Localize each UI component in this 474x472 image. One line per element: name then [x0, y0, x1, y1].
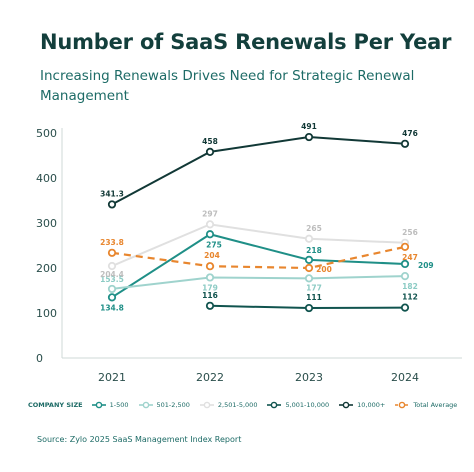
data-point — [304, 132, 314, 142]
series-line — [111, 223, 406, 267]
legend-swatch — [199, 401, 214, 409]
data-point — [304, 234, 314, 243]
y-tick-label: 100 — [36, 307, 57, 320]
data-label: 247 — [402, 253, 418, 262]
legend-item: 10,000+ — [338, 401, 385, 409]
x-tick-label: 2022 — [196, 371, 224, 384]
data-point — [107, 293, 117, 302]
data-label: 204.4 — [100, 270, 124, 279]
data-label: 491 — [301, 122, 317, 131]
line-chart: 0 100 200 300 400 500 2021 2022 2023 2024 134.8 275… — [36, 122, 462, 384]
data-label: 476 — [402, 129, 418, 138]
series-line — [111, 275, 406, 290]
y-tick-label: 400 — [36, 172, 57, 185]
data-point — [107, 284, 117, 294]
data-point — [205, 230, 215, 239]
data-point — [205, 301, 215, 310]
data-label: 275 — [206, 240, 222, 249]
data-label: 265 — [306, 224, 322, 233]
data-point — [107, 200, 117, 209]
data-label: 200 — [316, 265, 332, 274]
x-tick-label: 2023 — [295, 371, 323, 384]
data-point — [107, 261, 117, 271]
source-note: Source: Zylo 2025 SaaS Management Index … — [37, 435, 242, 444]
data-label: 111 — [306, 293, 322, 302]
data-label: 116 — [202, 291, 218, 300]
legend-swatch — [267, 401, 282, 409]
data-label: 153.5 — [100, 275, 124, 284]
data-point — [304, 255, 314, 264]
data-point — [400, 271, 410, 281]
series-line — [111, 245, 406, 270]
data-point — [107, 248, 117, 257]
series-line — [111, 136, 406, 206]
data-point — [400, 139, 410, 148]
legend-swatch — [339, 401, 354, 409]
data-point — [205, 220, 215, 229]
x-tick-label: 2021 — [98, 371, 126, 384]
data-label: 112 — [402, 293, 418, 302]
data-label: 233.8 — [100, 238, 124, 247]
legend-label: 5,001-10,000 — [285, 401, 330, 409]
legend-item: 2,501-5,000 — [199, 401, 258, 409]
legend-item: 5,001-10,000 — [266, 401, 329, 409]
legend-swatch — [395, 401, 410, 409]
data-label: 218 — [306, 246, 322, 255]
data-point — [304, 274, 314, 283]
data-label: 297 — [202, 209, 218, 218]
y-tick-label: 0 — [36, 352, 43, 365]
data-point — [205, 147, 215, 156]
legend-item: 1-500 — [91, 401, 129, 409]
data-point — [400, 242, 410, 251]
series-line — [111, 233, 406, 299]
legend-swatch — [91, 401, 106, 409]
legend: COMPANY SIZE 1-500 501-2,500 2,501-5,000 5,… — [28, 401, 474, 409]
data-label: 204 — [204, 251, 220, 260]
legend-swatch — [138, 401, 153, 409]
data-point — [304, 263, 314, 273]
data-point — [205, 273, 215, 282]
data-point — [400, 303, 410, 312]
y-tick-label: 300 — [36, 217, 57, 230]
data-point — [400, 259, 410, 269]
legend-label: 2,501-5,000 — [217, 401, 258, 409]
data-point — [304, 303, 314, 313]
data-point — [205, 262, 215, 271]
legend-item: 501-2,500 — [138, 401, 190, 409]
data-label: 182 — [402, 282, 418, 291]
data-label: 134.8 — [100, 303, 124, 312]
data-label: 458 — [202, 137, 218, 146]
data-label: 341.3 — [100, 189, 124, 198]
legend-items: 1-500 501-2,500 2,501-5,000 5,001-10,000 10,… — [91, 401, 467, 409]
legend-title: COMPANY SIZE — [28, 401, 83, 409]
chart-subtitle: Increasing Renewals Drives Need for Stra… — [40, 68, 415, 104]
legend-label: 501-2,500 — [156, 401, 190, 409]
chart-title: Number of SaaS Renewals Per Year — [40, 30, 452, 54]
legend-label: 10,000+ — [357, 401, 386, 409]
legend-label: Total Average — [413, 401, 458, 409]
x-tick-label: 2024 — [391, 371, 419, 384]
data-label: 209 — [418, 261, 434, 270]
legend-item: Total Average — [394, 401, 457, 409]
data-label: 256 — [402, 228, 418, 237]
y-tick-label: 200 — [36, 262, 57, 275]
y-tick-label: 500 — [36, 127, 57, 140]
data-label: 177 — [306, 283, 322, 292]
data-label: 179 — [202, 283, 218, 292]
legend-label: 1-500 — [109, 401, 129, 409]
